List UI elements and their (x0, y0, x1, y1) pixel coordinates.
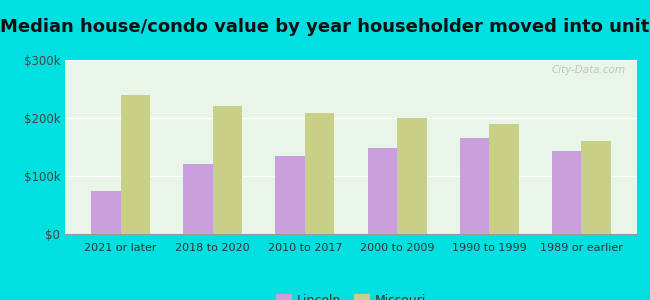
Bar (213, 106, 242, 234)
Bar (183, 164, 213, 234)
Text: City-Data.com: City-Data.com (551, 65, 625, 75)
Bar (368, 148, 397, 234)
Bar (120, 95, 150, 234)
Bar (305, 113, 334, 234)
Bar (582, 141, 611, 234)
Bar (489, 124, 519, 234)
Bar (460, 138, 489, 234)
Bar (91, 190, 120, 234)
Bar (552, 151, 582, 234)
Text: Median house/condo value by year householder moved into unit: Median house/condo value by year househo… (0, 18, 650, 36)
Legend: Lincoln, Missouri: Lincoln, Missouri (270, 289, 432, 300)
Bar (276, 156, 305, 234)
Bar (397, 118, 426, 234)
